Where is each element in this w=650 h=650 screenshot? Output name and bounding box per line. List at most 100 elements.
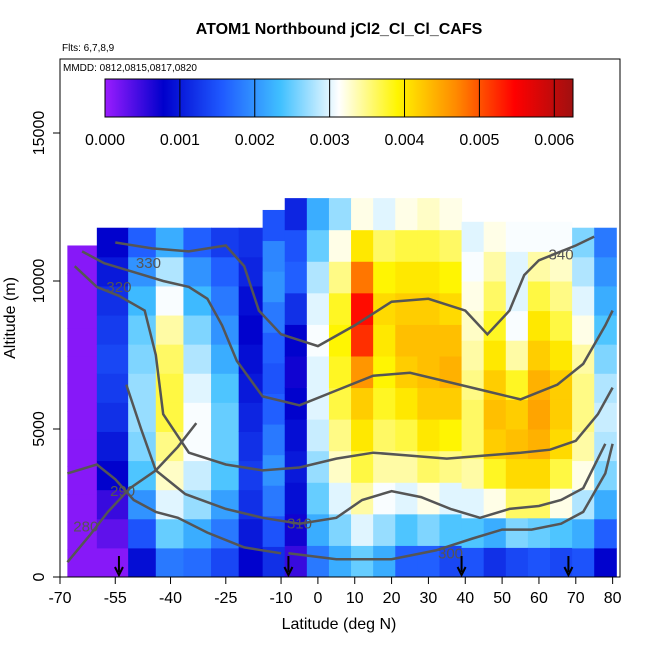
heatmap-cell bbox=[328, 513, 352, 546]
heatmap-cell bbox=[572, 256, 595, 287]
heatmap-cell bbox=[417, 229, 440, 262]
heatmap-cell bbox=[262, 485, 286, 517]
heatmap-cell bbox=[238, 315, 264, 345]
heatmap-cell bbox=[527, 310, 551, 341]
heatmap-cell bbox=[328, 198, 352, 231]
heatmap-cell bbox=[306, 261, 330, 294]
heatmap-cell bbox=[155, 402, 184, 432]
y-tick-label: 15000 bbox=[31, 111, 48, 156]
heatmap-cell bbox=[128, 402, 157, 432]
heatmap-cell bbox=[67, 383, 98, 412]
heatmap-cell bbox=[328, 324, 352, 357]
colorbar-gradient bbox=[104, 78, 574, 118]
heatmap-cell bbox=[439, 419, 463, 452]
contour-label: 330 bbox=[136, 255, 161, 272]
x-tick-label: 70 bbox=[567, 590, 585, 607]
heatmap-cell bbox=[211, 227, 240, 258]
heatmap-cell bbox=[439, 292, 463, 325]
heatmap-cell bbox=[351, 324, 374, 357]
flight-arrow bbox=[283, 556, 294, 578]
heatmap-cell bbox=[351, 482, 374, 515]
heatmap-cell bbox=[527, 221, 551, 252]
heatmap-cell bbox=[373, 419, 396, 452]
heatmap-cell bbox=[183, 227, 212, 258]
heatmap-cell bbox=[395, 261, 418, 294]
heatmap-cell bbox=[211, 285, 240, 316]
heatmap-cell bbox=[572, 285, 595, 316]
heatmap-cell bbox=[262, 301, 286, 333]
heatmap-cell bbox=[395, 292, 418, 325]
heatmap-cell bbox=[67, 411, 98, 440]
heatmap-cell bbox=[128, 373, 157, 403]
heatmap-cell bbox=[328, 355, 352, 389]
heatmap-cell bbox=[439, 324, 463, 357]
heatmap-cell bbox=[328, 545, 352, 577]
heatmap-cell bbox=[306, 419, 330, 452]
heatmap-cell bbox=[373, 198, 396, 231]
heatmap-cell bbox=[328, 292, 352, 325]
heatmap-cell bbox=[238, 518, 264, 549]
heatmap-cell bbox=[550, 547, 573, 577]
heatmap-cell bbox=[183, 315, 212, 345]
heatmap-cell bbox=[505, 281, 529, 312]
heatmap-cell bbox=[96, 460, 129, 491]
heatmap-cell bbox=[351, 419, 374, 452]
heatmap-cell bbox=[351, 355, 374, 389]
heatmap-cell bbox=[527, 488, 551, 519]
heatmap-cell bbox=[351, 545, 374, 577]
heatmap-cell bbox=[373, 229, 396, 262]
heatmap-cell bbox=[128, 285, 157, 316]
heatmap-cell bbox=[306, 355, 330, 389]
contour-line-310 bbox=[125, 384, 607, 525]
x-tick-label: 20 bbox=[383, 590, 401, 607]
heatmap-cell bbox=[306, 324, 330, 357]
heatmap-cell bbox=[351, 387, 374, 420]
heatmap-cell bbox=[238, 256, 264, 287]
heatmap-cell bbox=[67, 549, 98, 577]
heatmap-cell bbox=[439, 198, 463, 231]
heatmap-cell bbox=[67, 494, 98, 523]
x-tick-label: 10 bbox=[346, 590, 364, 607]
heatmap-cell bbox=[351, 450, 374, 483]
heatmap-cell bbox=[96, 344, 129, 374]
heatmap-cell bbox=[439, 545, 463, 577]
heatmap-cell bbox=[527, 517, 551, 548]
heatmap-cell bbox=[505, 517, 529, 548]
heatmap-cell bbox=[483, 547, 507, 577]
heatmap-cell bbox=[128, 518, 157, 549]
heatmap-cell bbox=[395, 513, 418, 546]
y-tick-label: 0 bbox=[31, 572, 48, 581]
x-tick-label: 80 bbox=[604, 590, 622, 607]
contour-line-290 bbox=[67, 463, 282, 555]
flight-arrow bbox=[456, 556, 467, 578]
heatmap-cell bbox=[550, 399, 573, 430]
plot-frame bbox=[59, 58, 621, 578]
colorbar-tick-label: 0.005 bbox=[459, 132, 499, 149]
heatmap-cell bbox=[461, 310, 485, 341]
heatmap-cell bbox=[284, 261, 308, 294]
heatmap-cell bbox=[328, 229, 352, 262]
heatmap-cell bbox=[373, 387, 396, 420]
heatmap-cell bbox=[417, 198, 440, 231]
heatmap-cell bbox=[550, 310, 573, 341]
heatmap-cell bbox=[395, 545, 418, 577]
heatmap-cell bbox=[67, 438, 98, 467]
heatmap-cell bbox=[505, 251, 529, 282]
heatmap-cell bbox=[238, 373, 264, 403]
heatmap-cell bbox=[572, 460, 595, 491]
heatmap-cell bbox=[262, 240, 286, 272]
heatmap-cell bbox=[594, 227, 617, 258]
heatmap-cell bbox=[483, 281, 507, 312]
heatmap-cell bbox=[67, 355, 98, 385]
y-tick-label: 10000 bbox=[31, 259, 48, 304]
heatmap-cell bbox=[594, 547, 617, 577]
heatmap-cell bbox=[550, 340, 573, 371]
x-tick-label: 50 bbox=[493, 590, 511, 607]
heatmap-cell bbox=[395, 482, 418, 515]
heatmap-cell bbox=[395, 419, 418, 452]
y-axis: 0 5000 10000 15000 bbox=[31, 111, 60, 581]
heatmap-cell bbox=[284, 292, 308, 325]
heatmap-cell bbox=[96, 431, 129, 462]
heatmap-cell bbox=[183, 460, 212, 491]
